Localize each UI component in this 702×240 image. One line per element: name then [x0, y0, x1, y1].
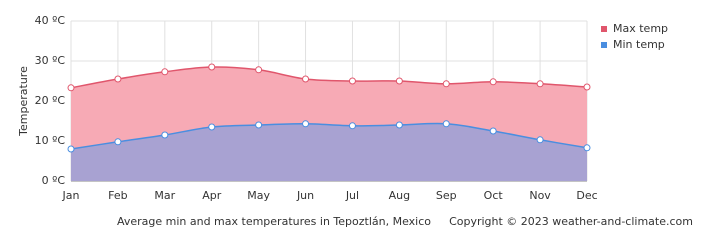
y-axis-label: Temperature	[17, 66, 30, 137]
point	[114, 75, 122, 83]
line	[70, 66, 588, 89]
y-tick-label: 40 ºC	[35, 14, 66, 27]
point	[489, 78, 497, 86]
point	[583, 83, 591, 91]
legend-label: Max temp	[613, 22, 668, 35]
point	[161, 131, 169, 139]
copyright: Copyright © 2023 weather-and-climate.com	[449, 215, 693, 228]
x-tick-label: May	[247, 189, 270, 202]
x-tick-label: Oct	[484, 189, 504, 202]
point	[208, 63, 216, 71]
point	[114, 138, 122, 146]
point	[489, 127, 497, 135]
x-tick-label: Apr	[202, 189, 222, 202]
y-tick-label: 30 ºC	[35, 54, 66, 67]
point	[348, 122, 356, 130]
point	[208, 123, 216, 131]
point	[255, 121, 263, 129]
y-tick-label: 0 ºC	[42, 174, 66, 187]
x-tick-label: Feb	[108, 189, 127, 202]
chart: Temperature Average min and max temperat…	[17, 14, 693, 228]
point	[442, 120, 450, 128]
point	[536, 80, 544, 88]
x-tick-label: Sep	[436, 189, 457, 202]
y-tick-label: 20 ºC	[35, 94, 66, 107]
point	[395, 77, 403, 85]
x-tick-label: Aug	[389, 189, 410, 202]
point	[348, 77, 356, 85]
x-tick-label: Jul	[345, 189, 359, 202]
legend-label: Min temp	[613, 38, 665, 51]
legend-swatch	[601, 42, 607, 48]
point	[67, 145, 75, 153]
x-tick-label: Nov	[529, 189, 551, 202]
point	[395, 121, 403, 129]
point	[302, 120, 310, 128]
caption: Average min and max temperatures in Tepo…	[117, 215, 431, 228]
point	[583, 144, 591, 152]
x-tick-label: Mar	[154, 189, 175, 202]
x-tick-label: Jun	[296, 189, 314, 202]
point	[161, 68, 169, 76]
y-tick-label: 10 ºC	[35, 134, 66, 147]
point	[302, 75, 310, 83]
x-tick-label: Dec	[576, 189, 597, 202]
point	[67, 84, 75, 92]
point	[536, 136, 544, 144]
legend-swatch	[601, 26, 607, 32]
line	[70, 122, 588, 150]
point	[442, 80, 450, 88]
x-tick-label: Jan	[62, 189, 80, 202]
point	[255, 66, 263, 74]
area	[71, 123, 587, 181]
